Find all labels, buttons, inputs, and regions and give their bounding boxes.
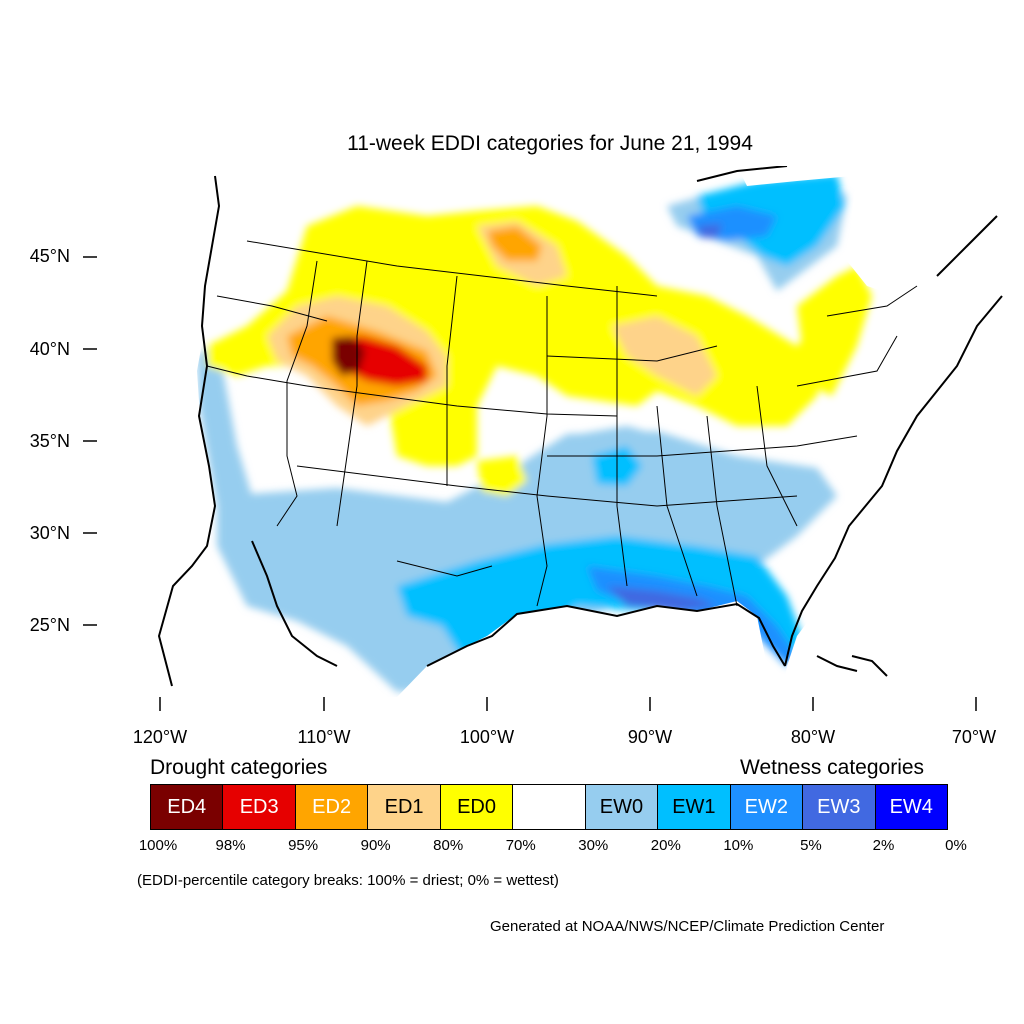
legend-cell-ew0: EW0 (585, 785, 659, 829)
legend-break-label: 98% (215, 837, 246, 854)
lon-label-100w: 100°W (459, 727, 515, 747)
field-ed0-north (207, 206, 867, 466)
lat-label-40: 40°N (29, 339, 70, 359)
lon-label-120w: 120°W (132, 727, 188, 747)
credit-text: Generated at NOAA/NWS/NCEP/Climate Predi… (490, 918, 885, 935)
legend-break-label: 90% (360, 837, 391, 854)
eddi-map (97, 166, 1005, 697)
legend-cell-ed1: ED1 (368, 785, 441, 829)
legend-break-label: 95% (288, 837, 319, 854)
field-ew0-west-coast (197, 346, 277, 606)
legend-cell-ed4: ED4 (151, 785, 224, 829)
field-ed0-northeast (797, 266, 872, 396)
lat-ticks (83, 256, 97, 626)
lat-label-35: 35°N (29, 431, 70, 451)
lon-ticks (159, 697, 977, 711)
wetness-categories-heading: Wetness categories (740, 756, 925, 779)
lon-label-110w: 110°W (297, 727, 351, 747)
legend-break-label: 20% (650, 837, 681, 854)
lat-label-30: 30°N (29, 523, 70, 543)
legend-cell-neutral (513, 785, 586, 829)
field-ew3-north (697, 224, 722, 238)
lat-label-45: 45°N (29, 246, 70, 266)
legend-break-label: 80% (433, 837, 464, 854)
legend-cell-ed2: ED2 (295, 785, 369, 829)
legend-break-label: 10% (723, 837, 754, 854)
lat-label-25: 25°N (29, 615, 70, 635)
legend-cell-ew2: EW2 (730, 785, 804, 829)
coastlines (157, 166, 1003, 687)
legend-cell-ed0: ED0 (440, 785, 514, 829)
field-ed0-texas (477, 456, 527, 496)
legend-break-label: 100% (138, 837, 178, 854)
legend-break-label: 5% (800, 837, 822, 854)
map-title: 11-week EDDI categories for June 21, 199… (347, 132, 753, 155)
field-ew3-gulf-coast (607, 586, 717, 611)
legend-cell-ew3: EW3 (803, 785, 876, 829)
legend-cell-ew4: EW4 (875, 785, 947, 829)
lon-label-80w: 80°W (790, 727, 836, 747)
lon-label-90w: 90°W (627, 727, 673, 747)
legend-break-label: 2% (872, 837, 895, 854)
legend-note: (EDDI-percentile category breaks: 100% =… (137, 872, 559, 889)
legend-break-label: 70% (505, 837, 536, 854)
legend-cell-ed3: ED3 (223, 785, 296, 829)
ocean-mask (97, 166, 1005, 697)
state-borders (206, 240, 918, 607)
legend-break-label: 30% (578, 837, 609, 854)
field-ed2-north (487, 226, 542, 261)
drought-categories-heading: Drought categories (150, 756, 328, 779)
legend-cell-ew1: EW1 (658, 785, 731, 829)
lon-label-70w: 70°W (951, 727, 997, 747)
field-ed1-michigan (612, 316, 717, 396)
legend-break-label: 0% (945, 837, 967, 854)
category-legend: ED4 ED3 ED2 ED1 ED0 EW0 EW1 EW2 EW3 EW4 (150, 784, 948, 830)
